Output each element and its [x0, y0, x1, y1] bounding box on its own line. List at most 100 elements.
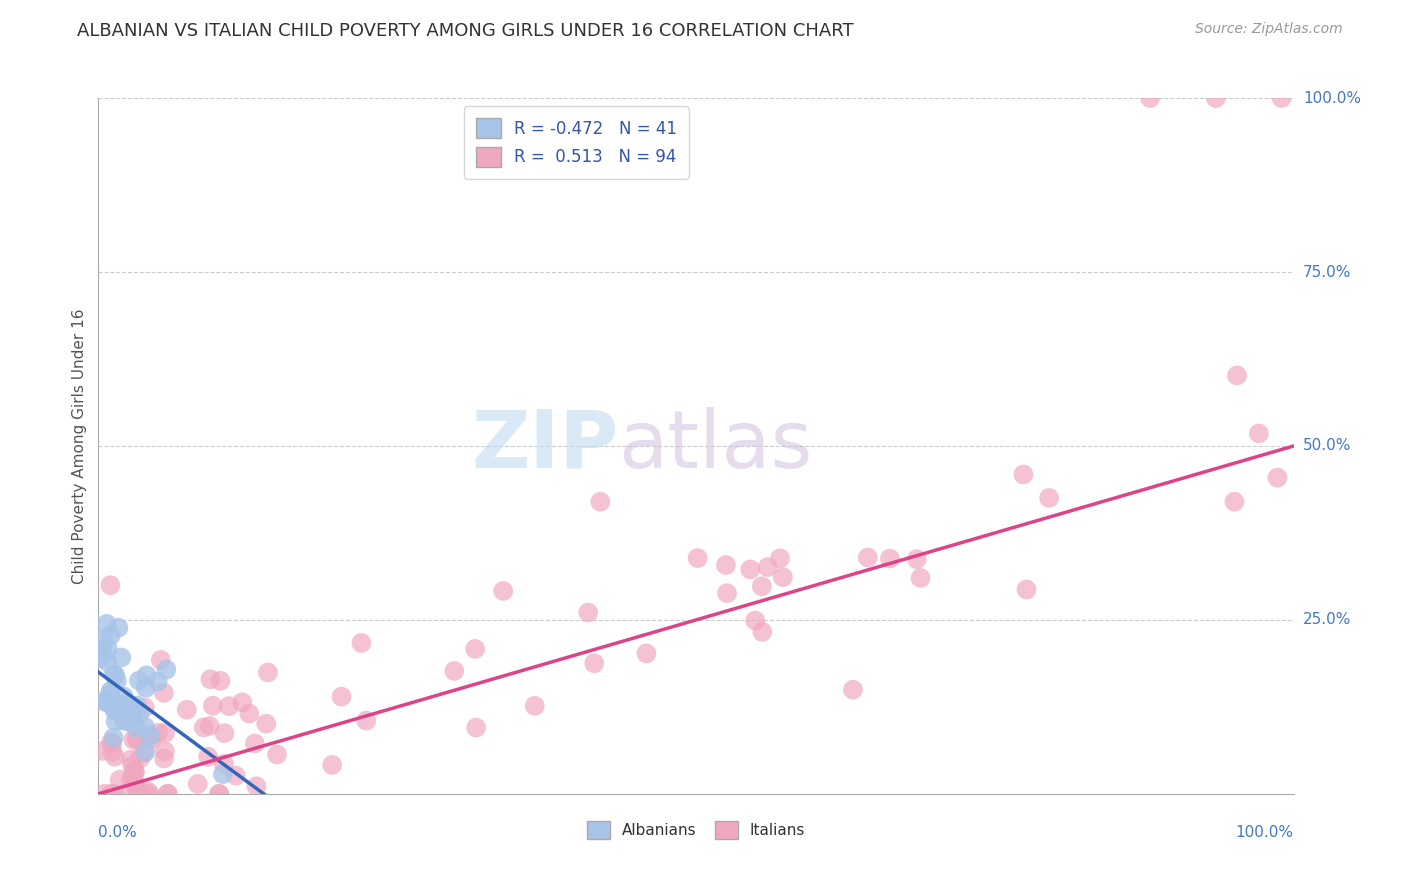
- Point: [464, 641, 486, 656]
- Point: [100, 684, 122, 698]
- Point: [1271, 91, 1294, 105]
- Point: [1223, 494, 1246, 508]
- Point: [744, 614, 766, 628]
- Point: [128, 707, 150, 722]
- Point: [112, 714, 135, 728]
- Point: [125, 777, 148, 791]
- Point: [208, 787, 231, 801]
- Point: [96, 641, 118, 656]
- Point: [135, 787, 157, 801]
- Point: [1012, 467, 1035, 482]
- Point: [101, 736, 124, 750]
- Point: [121, 759, 143, 773]
- Point: [100, 735, 122, 749]
- Point: [1015, 582, 1038, 597]
- Point: [148, 725, 170, 739]
- Point: [134, 745, 156, 759]
- Point: [115, 697, 138, 711]
- Point: [124, 764, 146, 778]
- Point: [91, 744, 114, 758]
- Point: [129, 787, 152, 801]
- Point: [716, 586, 738, 600]
- Point: [108, 772, 131, 787]
- Point: [212, 767, 235, 781]
- Text: ALBANIAN VS ITALIAN CHILD POVERTY AMONG GIRLS UNDER 16 CORRELATION CHART: ALBANIAN VS ITALIAN CHILD POVERTY AMONG …: [77, 22, 853, 40]
- Point: [104, 668, 127, 682]
- Point: [879, 551, 901, 566]
- Point: [155, 663, 177, 677]
- Point: [100, 628, 122, 642]
- Point: [350, 636, 373, 650]
- Point: [125, 731, 148, 746]
- Point: [636, 647, 658, 661]
- Text: 50.0%: 50.0%: [1303, 439, 1351, 453]
- Point: [122, 732, 145, 747]
- Text: 100.0%: 100.0%: [1303, 91, 1361, 105]
- Point: [245, 780, 267, 794]
- Point: [443, 664, 465, 678]
- Point: [769, 551, 792, 566]
- Point: [105, 673, 128, 688]
- Point: [1226, 368, 1249, 383]
- Text: 75.0%: 75.0%: [1303, 265, 1351, 279]
- Point: [127, 732, 149, 747]
- Point: [138, 787, 160, 801]
- Point: [156, 787, 179, 801]
- Point: [132, 746, 155, 760]
- Point: [492, 583, 515, 598]
- Point: [856, 550, 879, 565]
- Point: [103, 667, 125, 681]
- Point: [103, 787, 125, 801]
- Point: [193, 721, 215, 735]
- Point: [103, 699, 125, 714]
- Point: [321, 758, 343, 772]
- Point: [101, 745, 124, 759]
- Point: [124, 765, 146, 780]
- Legend: Albanians, Italians: Albanians, Italians: [581, 814, 811, 846]
- Point: [523, 698, 546, 713]
- Point: [330, 690, 353, 704]
- Point: [686, 551, 709, 566]
- Point: [576, 606, 599, 620]
- Point: [100, 787, 122, 801]
- Point: [1038, 491, 1060, 505]
- Point: [714, 558, 737, 572]
- Point: [139, 729, 162, 743]
- Point: [187, 777, 209, 791]
- Point: [96, 616, 118, 631]
- Point: [128, 673, 150, 688]
- Point: [117, 714, 139, 729]
- Point: [212, 756, 235, 771]
- Text: 25.0%: 25.0%: [1303, 613, 1351, 627]
- Point: [1139, 91, 1161, 105]
- Point: [208, 787, 231, 801]
- Point: [149, 653, 172, 667]
- Text: ZIP: ZIP: [471, 407, 619, 485]
- Point: [356, 714, 378, 728]
- Point: [107, 621, 129, 635]
- Text: 0.0%: 0.0%: [98, 825, 138, 840]
- Point: [756, 560, 779, 574]
- Point: [104, 714, 127, 729]
- Point: [98, 578, 122, 592]
- Point: [772, 570, 794, 584]
- Point: [94, 694, 117, 708]
- Point: [135, 681, 157, 695]
- Point: [122, 776, 145, 790]
- Point: [153, 751, 176, 765]
- Point: [134, 700, 156, 714]
- Point: [589, 494, 612, 508]
- Point: [146, 674, 169, 689]
- Point: [1267, 470, 1289, 484]
- Point: [103, 703, 125, 717]
- Point: [91, 651, 114, 665]
- Point: [254, 716, 277, 731]
- Point: [201, 698, 224, 713]
- Point: [905, 552, 928, 566]
- Point: [141, 732, 163, 747]
- Point: [751, 579, 773, 593]
- Point: [257, 665, 280, 680]
- Point: [121, 708, 143, 723]
- Point: [209, 673, 232, 688]
- Point: [98, 688, 121, 702]
